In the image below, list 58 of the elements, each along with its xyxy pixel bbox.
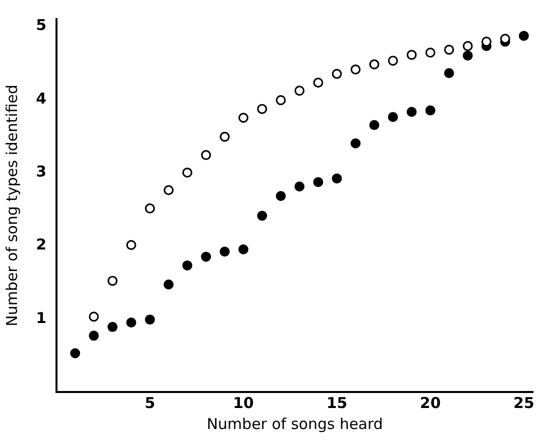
point <box>108 322 118 332</box>
point <box>88 330 99 341</box>
x-tick-label: 5 <box>144 394 156 412</box>
point <box>388 112 398 122</box>
point <box>108 276 118 286</box>
point <box>388 56 398 66</box>
point <box>182 260 192 270</box>
point <box>257 210 268 221</box>
point <box>126 318 136 328</box>
point <box>220 132 230 142</box>
point <box>406 106 417 117</box>
point <box>332 173 342 184</box>
point <box>425 48 436 58</box>
point <box>332 68 342 79</box>
point <box>444 68 454 78</box>
point <box>406 50 417 60</box>
point <box>425 105 436 116</box>
point <box>238 112 248 123</box>
point <box>201 150 212 160</box>
y-axis-title: Number of song types identified <box>2 84 21 326</box>
x-tick-label: 20 <box>420 394 441 412</box>
point <box>500 34 510 44</box>
point <box>444 44 454 55</box>
point <box>164 279 174 290</box>
x-tick-label: 25 <box>513 394 534 412</box>
point <box>144 314 155 325</box>
point <box>294 181 304 192</box>
y-tick-label: 5 <box>36 16 46 34</box>
point <box>294 86 304 96</box>
point <box>369 120 380 130</box>
y-tick-label: 1 <box>36 308 46 327</box>
point <box>313 78 324 88</box>
point <box>518 30 529 41</box>
point <box>462 50 473 61</box>
x-tick-label: 10 <box>232 394 254 412</box>
point <box>276 190 286 201</box>
y-tick-label: 3 <box>36 162 46 180</box>
y-tick-label: 4 <box>36 89 46 108</box>
x-tick-label: 15 <box>326 394 348 412</box>
point <box>144 203 155 214</box>
point <box>276 95 286 106</box>
point <box>257 104 268 114</box>
point <box>164 185 174 196</box>
point <box>220 246 230 257</box>
point <box>126 240 136 250</box>
point <box>350 138 361 148</box>
point <box>182 168 192 178</box>
point <box>238 244 248 254</box>
point <box>70 348 80 358</box>
x-axis-title: Number of songs heard <box>206 414 383 433</box>
point <box>201 252 212 262</box>
point <box>369 59 380 70</box>
point <box>88 312 99 322</box>
point <box>462 41 473 52</box>
y-tick-label: 2 <box>36 236 46 254</box>
point <box>350 64 361 74</box>
point <box>313 177 324 188</box>
point <box>481 36 492 47</box>
